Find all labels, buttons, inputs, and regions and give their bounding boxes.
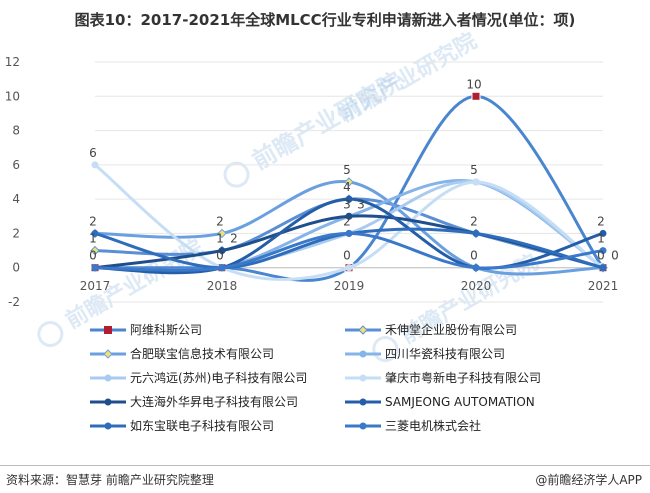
- data-label: 5: [343, 163, 351, 177]
- data-point: [218, 264, 226, 272]
- data-point: [345, 264, 353, 272]
- footer: 资料来源：智慧芽 前瞻产业研究院整理 @前瞻经济学人APP: [0, 465, 650, 490]
- y-tick-label: 0: [12, 261, 20, 275]
- legend-marker: [104, 422, 112, 430]
- y-tick-label: 2: [12, 226, 20, 240]
- chart-title: 图表10：2017-2021年全球MLCC行业专利申请新进入者情况(单位：项): [74, 11, 576, 29]
- data-point: [599, 247, 607, 255]
- legend-marker: [103, 349, 113, 359]
- legend-label: 大连海外华昇电子科技有限公司: [130, 394, 298, 409]
- x-tick-label: 2020: [461, 279, 492, 293]
- data-label: 0: [611, 249, 619, 263]
- x-tick-label: 2019: [334, 279, 365, 293]
- data-label: 1: [597, 232, 605, 246]
- legend-marker: [358, 325, 368, 335]
- data-point: [217, 228, 227, 239]
- y-tick-label: 10: [5, 89, 20, 103]
- y-tick-label: 6: [12, 158, 20, 172]
- data-label: 1: [89, 232, 97, 246]
- legend-label: SAMJEONG AUTOMATION: [385, 395, 535, 409]
- data-point: [472, 229, 480, 237]
- legend-marker: [359, 374, 367, 382]
- data-point: [472, 264, 480, 272]
- legend-label: 四川华瓷科技有限公司: [385, 347, 505, 361]
- legend-label: 元六鸿远(苏州)电子科技有限公司: [130, 371, 307, 385]
- legend-marker: [104, 374, 112, 382]
- x-tick-label: 2017: [80, 279, 111, 293]
- legend-label: 阿维科斯公司: [130, 323, 202, 337]
- legend-label: 肇庆市粤新电子科技有限公司: [385, 370, 541, 385]
- legend-marker: [359, 398, 367, 406]
- data-point: [471, 91, 481, 101]
- data-point: [218, 247, 226, 255]
- y-tick-label: -2: [8, 295, 20, 309]
- data-point: [344, 177, 354, 187]
- legend-marker: [104, 326, 112, 334]
- data-label: 3: [357, 197, 365, 211]
- data-label: 0: [89, 249, 97, 263]
- data-label: 0: [216, 249, 224, 263]
- data-point: [345, 195, 353, 203]
- data-label: 0: [597, 249, 605, 263]
- data-label: 2: [597, 214, 605, 228]
- legend-label: 合肥联宝信息技术有限公司: [130, 346, 274, 361]
- data-point: [91, 264, 99, 272]
- data-point: [90, 245, 100, 256]
- data-label: 2: [230, 232, 238, 246]
- data-label: 0: [470, 249, 478, 263]
- data-label: 2: [216, 214, 224, 228]
- data-point: [345, 212, 353, 220]
- y-tick-label: 12: [5, 55, 20, 69]
- data-label: 2: [89, 214, 97, 228]
- data-point: [599, 264, 607, 272]
- legend-marker: [359, 350, 367, 358]
- data-label: 0: [343, 249, 351, 263]
- data-point: [599, 229, 607, 237]
- legend-label: 三菱电机株式会社: [385, 418, 481, 433]
- legend-marker: [104, 398, 112, 406]
- data-label: 6: [89, 146, 97, 160]
- y-tick-label: 4: [12, 192, 20, 206]
- x-tick-label: 2021: [588, 279, 619, 293]
- data-label: 3: [343, 197, 351, 211]
- data-label: 2: [470, 214, 478, 228]
- data-label: 5: [470, 163, 478, 177]
- y-tick-label: 8: [12, 124, 20, 138]
- data-point: [91, 161, 99, 169]
- legend-label: 如东宝联电子科技有限公司: [130, 418, 274, 433]
- series-line: [95, 94, 605, 282]
- brand-credit: @前瞻经济学人APP: [535, 473, 642, 487]
- data-point: [91, 229, 99, 237]
- legend-label: 禾伸堂企业股份有限公司: [385, 322, 517, 337]
- source-note: 资料来源：智慧芽 前瞻产业研究院整理: [6, 473, 214, 487]
- data-point: [472, 178, 480, 186]
- data-label: 10: [466, 77, 481, 91]
- data-label: 2: [343, 214, 351, 228]
- data-label: 1: [216, 232, 224, 246]
- x-tick-label: 2018: [207, 279, 238, 293]
- data-label: 4: [343, 180, 351, 194]
- legend-marker: [359, 422, 367, 430]
- data-point: [345, 229, 353, 237]
